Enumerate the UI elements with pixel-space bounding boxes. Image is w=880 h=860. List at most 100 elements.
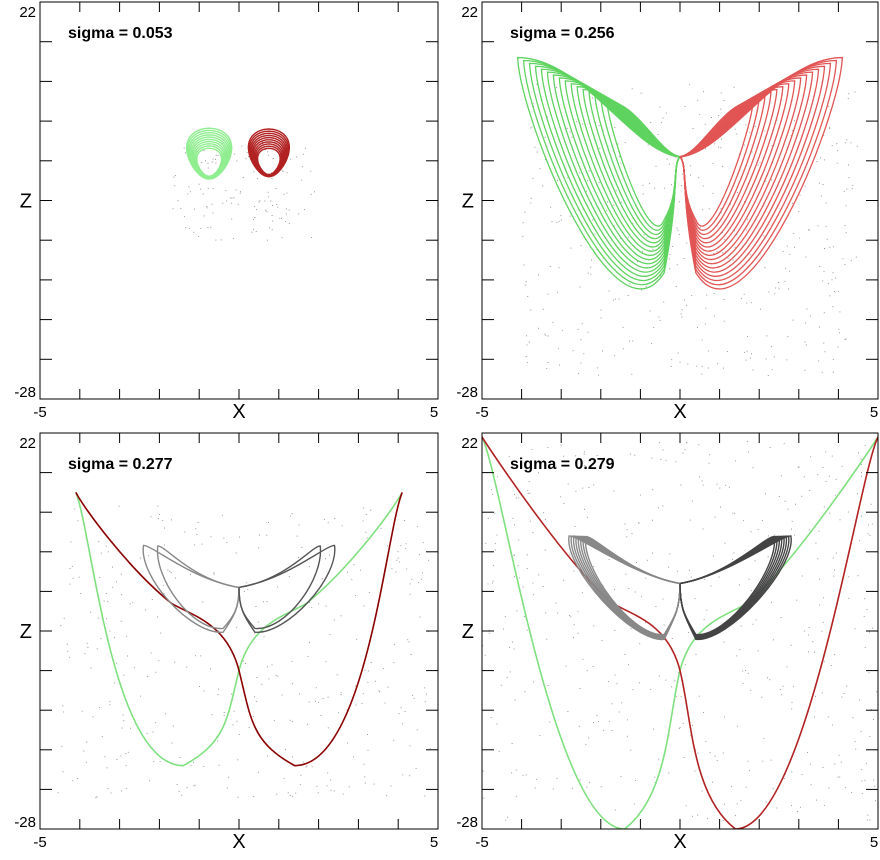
scatter-point bbox=[626, 536, 628, 538]
scatter-point bbox=[732, 259, 734, 261]
scatter-point bbox=[766, 335, 768, 337]
scatter-point bbox=[620, 201, 622, 203]
scatter-point bbox=[688, 569, 690, 571]
scatter-point bbox=[538, 274, 539, 276]
scatter-point bbox=[509, 646, 511, 648]
scatter-point bbox=[837, 150, 838, 152]
scatter-point bbox=[743, 520, 745, 522]
scatter-point bbox=[732, 558, 733, 560]
scatter-point bbox=[825, 225, 827, 227]
scatter-point bbox=[96, 648, 98, 650]
scatter-point bbox=[679, 726, 681, 728]
scatter-point bbox=[547, 293, 549, 295]
scatter-point bbox=[778, 288, 780, 290]
scatter-point bbox=[515, 497, 517, 499]
scatter-point bbox=[710, 585, 712, 587]
scatter-point bbox=[822, 467, 824, 468]
scatter-point bbox=[630, 749, 632, 751]
scatter-point bbox=[703, 712, 705, 713]
scatter-point bbox=[586, 516, 588, 518]
scatter-point bbox=[217, 694, 219, 696]
scatter-point bbox=[752, 623, 754, 625]
scatter-point bbox=[658, 507, 660, 509]
scatter-point bbox=[694, 770, 696, 772]
scatter-point bbox=[733, 86, 735, 88]
scatter-point bbox=[283, 777, 285, 779]
scatter-point bbox=[720, 92, 722, 94]
scatter-point bbox=[767, 535, 769, 537]
scatter-point bbox=[373, 783, 375, 785]
scatter-point bbox=[725, 251, 726, 253]
scatter-point bbox=[395, 571, 397, 573]
scatter-point bbox=[330, 779, 332, 781]
scatter-point bbox=[837, 346, 839, 348]
scatter-point bbox=[236, 160, 238, 162]
scatter-point bbox=[298, 524, 300, 526]
scatter-point bbox=[861, 769, 863, 771]
scatter-point bbox=[789, 253, 791, 255]
scatter-point bbox=[832, 272, 834, 274]
scatter-point bbox=[174, 185, 176, 187]
scatter-point bbox=[291, 796, 293, 798]
scatter-point bbox=[809, 315, 811, 317]
scatter-point bbox=[516, 610, 518, 612]
plot-frame bbox=[481, 432, 879, 830]
scatter-point bbox=[792, 232, 794, 234]
scatter-point bbox=[190, 764, 192, 766]
scatter-point bbox=[252, 716, 254, 718]
y-axis-label: Z bbox=[20, 191, 32, 213]
series-2 bbox=[247, 128, 290, 178]
scatter-point bbox=[245, 663, 246, 664]
scatter-point bbox=[669, 553, 671, 555]
scatter-point bbox=[241, 145, 243, 147]
series-1 bbox=[516, 56, 681, 290]
scatter-point bbox=[384, 702, 386, 704]
scatter-point bbox=[266, 666, 268, 668]
scatter-point bbox=[194, 208, 195, 210]
scatter-point bbox=[123, 674, 125, 676]
scatter-point bbox=[817, 474, 819, 476]
scatter-point bbox=[645, 577, 647, 579]
scatter-point bbox=[652, 519, 653, 521]
scatter-point bbox=[172, 208, 174, 210]
scatter-point bbox=[757, 529, 759, 531]
scatter-point bbox=[771, 145, 773, 147]
scatter-point bbox=[259, 200, 261, 202]
scatter-point bbox=[829, 126, 831, 128]
scatter-point bbox=[683, 757, 685, 758]
scatter-point bbox=[868, 672, 870, 674]
series-line bbox=[570, 535, 681, 640]
scatter-point bbox=[105, 545, 107, 547]
scatter-point bbox=[828, 105, 830, 107]
scatter-point bbox=[716, 760, 718, 762]
scatter-point bbox=[662, 598, 664, 600]
scatter-point bbox=[296, 535, 298, 537]
scatter-point bbox=[321, 578, 323, 580]
series-line bbox=[156, 545, 240, 630]
scatter-point bbox=[681, 309, 683, 311]
scatter-point bbox=[582, 658, 584, 660]
scatter-point bbox=[817, 558, 819, 560]
scatter-point bbox=[62, 771, 64, 773]
scatter-point bbox=[148, 555, 150, 557]
scatter-point bbox=[172, 725, 174, 727]
scatter-point bbox=[359, 569, 361, 571]
scatter-point bbox=[391, 568, 393, 570]
scatter-point bbox=[791, 804, 792, 806]
scatter-point bbox=[514, 554, 515, 556]
scatter-point bbox=[690, 734, 692, 736]
scatter-point bbox=[513, 555, 515, 557]
scatter-point bbox=[575, 455, 577, 457]
scatter-point bbox=[786, 666, 788, 668]
scatter-point bbox=[763, 737, 765, 739]
scatter-point bbox=[193, 785, 195, 787]
scatter-point bbox=[238, 734, 240, 735]
scatter-point bbox=[397, 551, 399, 553]
scatter-point bbox=[362, 693, 364, 695]
scatter-point bbox=[676, 696, 678, 698]
scatter-point bbox=[614, 674, 616, 676]
scatter-point bbox=[587, 331, 589, 333]
scatter-point bbox=[107, 788, 109, 790]
scatter-point bbox=[78, 576, 80, 578]
